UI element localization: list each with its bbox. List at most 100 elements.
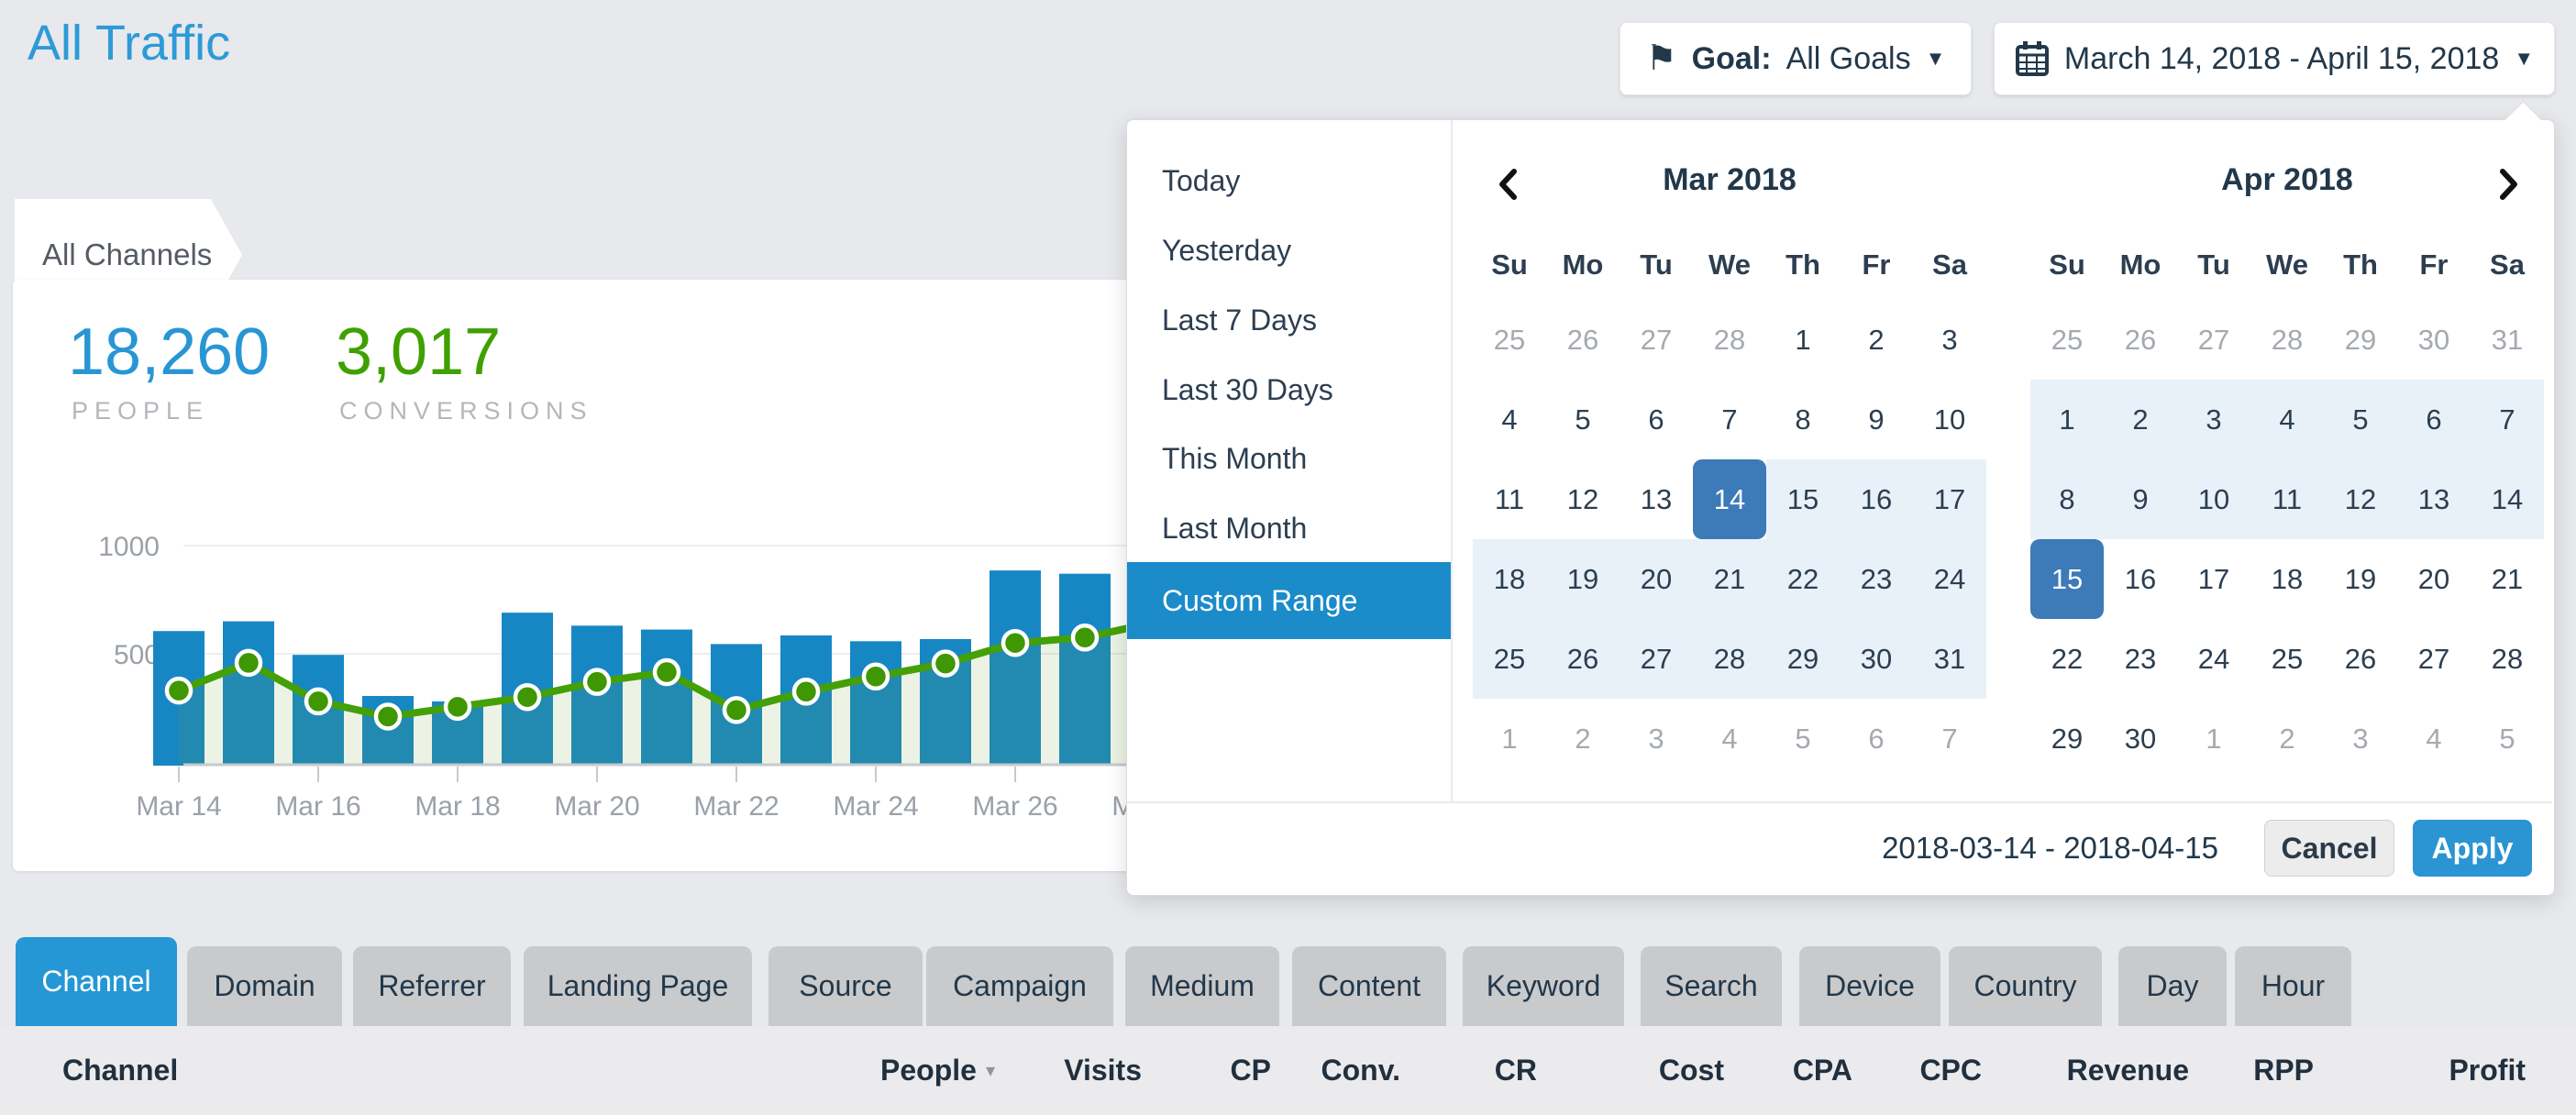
calendar-day-mar-2018-11[interactable]: 11: [1494, 482, 1525, 515]
calendar-day-apr-2018-1[interactable]: 1: [2206, 722, 2222, 755]
calendar-day-mar-2018-26[interactable]: 26: [1546, 619, 1620, 699]
calendar-day-apr-2018-25[interactable]: 25: [2271, 642, 2304, 675]
calendar-day-mar-2018-27[interactable]: 27: [1640, 323, 1673, 356]
calendar-day-apr-2018-14[interactable]: 14: [2471, 459, 2544, 539]
column-header-visits[interactable]: Visits: [1064, 1054, 1142, 1087]
tab-day[interactable]: Day: [2118, 946, 2227, 1026]
calendar-day-apr-2018-27[interactable]: 27: [2197, 323, 2230, 356]
calendar-day-apr-2018-15[interactable]: 15: [2030, 539, 2104, 619]
tab-hour[interactable]: Hour: [2235, 946, 2351, 1026]
calendar-day-apr-2018-30[interactable]: 30: [2124, 722, 2157, 755]
calendar-day-mar-2018-5[interactable]: 5: [1575, 403, 1591, 436]
calendar-day-mar-2018-31[interactable]: 31: [1913, 619, 1986, 699]
calendar-day-mar-2018-12[interactable]: 12: [1566, 482, 1599, 515]
column-header-cost[interactable]: Cost: [1658, 1054, 1724, 1087]
calendar-day-mar-2018-28[interactable]: 28: [1713, 323, 1746, 356]
calendar-day-apr-2018-11[interactable]: 11: [2250, 459, 2324, 539]
calendar-day-mar-2018-10[interactable]: 10: [1933, 403, 1966, 436]
cancel-button[interactable]: Cancel: [2264, 820, 2394, 877]
preset-today[interactable]: Today: [1162, 163, 1241, 197]
calendar-day-apr-2018-17[interactable]: 17: [2197, 562, 2230, 595]
calendar-day-mar-2018-13[interactable]: 13: [1640, 482, 1673, 515]
preset-last-month[interactable]: Last Month: [1162, 511, 1308, 545]
calendar-day-apr-2018-1[interactable]: 1: [2030, 380, 2104, 459]
calendar-day-apr-2018-25[interactable]: 25: [2051, 323, 2084, 356]
preset-last-7-days[interactable]: Last 7 Days: [1162, 303, 1317, 337]
column-header-rpp[interactable]: RPP: [2253, 1054, 2314, 1087]
calendar-day-apr-2018-2[interactable]: 2: [2279, 722, 2295, 755]
calendar-day-apr-2018-31[interactable]: 31: [2491, 323, 2524, 356]
calendar-day-mar-2018-23[interactable]: 23: [1840, 539, 1913, 619]
calendar-day-mar-2018-7[interactable]: 7: [1941, 722, 1958, 755]
calendar-day-apr-2018-7[interactable]: 7: [2471, 380, 2544, 459]
calendar-day-apr-2018-12[interactable]: 12: [2324, 459, 2397, 539]
calendar-day-mar-2018-4[interactable]: 4: [1501, 403, 1518, 436]
calendar-day-mar-2018-22[interactable]: 22: [1766, 539, 1840, 619]
calendar-day-mar-2018-17[interactable]: 17: [1913, 459, 1986, 539]
tab-content[interactable]: Content: [1292, 946, 1446, 1026]
calendar-day-apr-2018-22[interactable]: 22: [2051, 642, 2084, 675]
calendar-day-apr-2018-18[interactable]: 18: [2271, 562, 2304, 595]
calendar-day-mar-2018-7[interactable]: 7: [1721, 403, 1738, 436]
tab-campaign[interactable]: Campaign: [926, 946, 1113, 1026]
calendar-day-apr-2018-28[interactable]: 28: [2271, 323, 2304, 356]
calendar-day-mar-2018-25[interactable]: 25: [1493, 323, 1526, 356]
calendar-day-apr-2018-4[interactable]: 4: [2426, 722, 2442, 755]
tab-referrer[interactable]: Referrer: [353, 946, 511, 1026]
calendar-day-mar-2018-5[interactable]: 5: [1795, 722, 1811, 755]
calendar-day-mar-2018-2[interactable]: 2: [1575, 722, 1591, 755]
calendar-day-apr-2018-26[interactable]: 26: [2344, 642, 2377, 675]
calendar-day-mar-2018-1[interactable]: 1: [1795, 323, 1811, 356]
preset-yesterday[interactable]: Yesterday: [1162, 233, 1292, 267]
next-month-button[interactable]: [2489, 164, 2526, 204]
column-header-cp[interactable]: CP: [1230, 1054, 1271, 1087]
column-header-people[interactable]: People ▾: [880, 1054, 995, 1087]
tab-channel[interactable]: Channel: [16, 937, 177, 1026]
tab-keyword[interactable]: Keyword: [1463, 946, 1624, 1026]
calendar-day-apr-2018-4[interactable]: 4: [2250, 380, 2324, 459]
calendar-day-mar-2018-15[interactable]: 15: [1766, 459, 1840, 539]
calendar-day-mar-2018-28[interactable]: 28: [1693, 619, 1766, 699]
calendar-day-apr-2018-2[interactable]: 2: [2104, 380, 2177, 459]
column-header-conv-[interactable]: Conv.: [1321, 1054, 1400, 1087]
calendar-day-apr-2018-8[interactable]: 8: [2030, 459, 2104, 539]
goal-dropdown-button[interactable]: ⚑ Goal: All Goals ▼: [1620, 22, 1972, 95]
calendar-day-mar-2018-26[interactable]: 26: [1566, 323, 1599, 356]
column-header-revenue[interactable]: Revenue: [2066, 1054, 2189, 1087]
calendar-day-mar-2018-20[interactable]: 20: [1620, 539, 1693, 619]
tab-landing-page[interactable]: Landing Page: [524, 946, 752, 1026]
calendar-day-apr-2018-29[interactable]: 29: [2344, 323, 2377, 356]
calendar-day-mar-2018-3[interactable]: 3: [1941, 323, 1958, 356]
calendar-day-apr-2018-3[interactable]: 3: [2177, 380, 2250, 459]
calendar-day-apr-2018-21[interactable]: 21: [2491, 562, 2524, 595]
calendar-day-apr-2018-3[interactable]: 3: [2352, 722, 2369, 755]
calendar-day-mar-2018-18[interactable]: 18: [1473, 539, 1546, 619]
calendar-day-mar-2018-6[interactable]: 6: [1868, 722, 1885, 755]
tab-device[interactable]: Device: [1799, 946, 1940, 1026]
preset-custom-range[interactable]: Custom Range: [1127, 562, 1451, 639]
calendar-day-apr-2018-5[interactable]: 5: [2324, 380, 2397, 459]
column-header-profit[interactable]: Profit: [2449, 1054, 2526, 1087]
calendar-day-mar-2018-19[interactable]: 19: [1546, 539, 1620, 619]
calendar-day-mar-2018-2[interactable]: 2: [1868, 323, 1885, 356]
calendar-day-apr-2018-19[interactable]: 19: [2344, 562, 2377, 595]
tab-country[interactable]: Country: [1949, 946, 2102, 1026]
column-header-channel[interactable]: Channel: [62, 1054, 179, 1087]
preset-last-30-days[interactable]: Last 30 Days: [1162, 372, 1333, 406]
date-range-button[interactable]: March 14, 2018 - April 15, 2018 ▼: [1994, 22, 2555, 95]
calendar-day-apr-2018-29[interactable]: 29: [2051, 722, 2084, 755]
calendar-day-mar-2018-14[interactable]: 14: [1693, 459, 1766, 539]
calendar-day-apr-2018-26[interactable]: 26: [2124, 323, 2157, 356]
calendar-day-mar-2018-6[interactable]: 6: [1648, 403, 1664, 436]
calendar-day-mar-2018-21[interactable]: 21: [1693, 539, 1766, 619]
calendar-day-apr-2018-30[interactable]: 30: [2417, 323, 2450, 356]
calendar-day-apr-2018-9[interactable]: 9: [2104, 459, 2177, 539]
calendar-day-apr-2018-24[interactable]: 24: [2197, 642, 2230, 675]
apply-button[interactable]: Apply: [2413, 820, 2532, 877]
calendar-day-mar-2018-24[interactable]: 24: [1913, 539, 1986, 619]
column-header-cpc[interactable]: CPC: [1919, 1054, 1982, 1087]
calendar-day-mar-2018-4[interactable]: 4: [1721, 722, 1738, 755]
calendar-day-apr-2018-16[interactable]: 16: [2124, 562, 2157, 595]
calendar-day-mar-2018-25[interactable]: 25: [1473, 619, 1546, 699]
calendar-day-mar-2018-27[interactable]: 27: [1620, 619, 1693, 699]
